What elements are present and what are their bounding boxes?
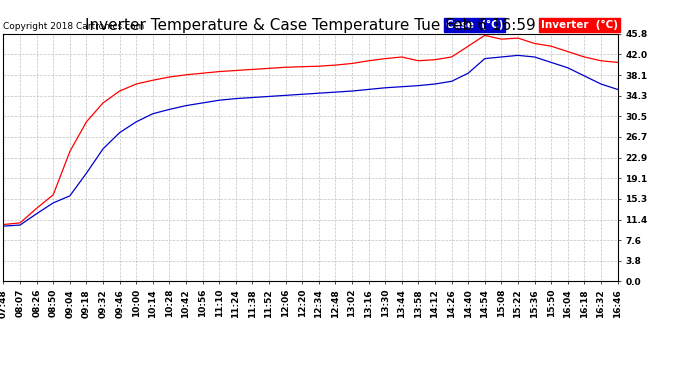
Text: Inverter  (°C): Inverter (°C) (541, 20, 618, 30)
Text: Case  (°C): Case (°C) (446, 20, 503, 30)
Text: Copyright 2018 Cartronics.com: Copyright 2018 Cartronics.com (3, 22, 145, 31)
Title: Inverter Temperature & Case Temperature Tue Feb 6 16:59: Inverter Temperature & Case Temperature … (85, 18, 536, 33)
